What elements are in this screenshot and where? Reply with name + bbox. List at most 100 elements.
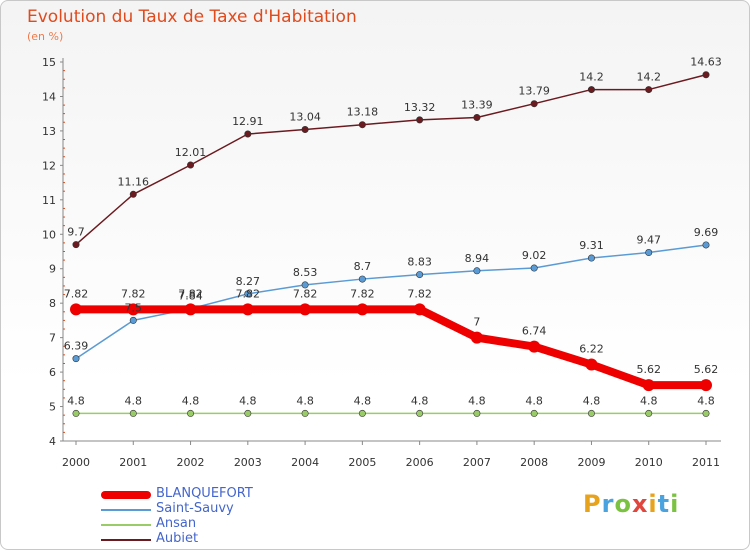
data-point-aubiet <box>358 121 366 129</box>
legend-label-saint-sauvy: Saint-Sauvy <box>156 501 234 516</box>
data-label-ansan: 4.8 <box>354 394 372 407</box>
data-label-saint-sauvy: 9.31 <box>579 239 604 252</box>
data-point-saint-sauvy <box>301 281 309 289</box>
data-point-blanquefort <box>585 358 598 371</box>
data-label-layer: 4.8 4.8 4.8 4.8 4.8 4.8 4.8 4.8 4.8 4.8 4.8 4.8 6.39… <box>64 56 722 408</box>
data-label-aubiet: 13.39 <box>461 98 493 111</box>
y-tick-label: 11 <box>42 194 56 207</box>
x-tick-label: 2011 <box>692 456 720 469</box>
data-label-aubiet: 14.63 <box>690 56 722 69</box>
data-point-ansan <box>244 409 252 417</box>
legend-item-blanquefort: BLANQUEFORT <box>101 486 361 502</box>
y-tick-label: 9 <box>49 263 56 276</box>
data-point-ansan <box>129 409 137 417</box>
data-label-ansan: 4.8 <box>411 394 429 407</box>
data-label-saint-sauvy: 8.7 <box>354 260 372 273</box>
data-point-aubiet <box>129 190 137 198</box>
data-label-blanquefort: 7.82 <box>407 287 432 300</box>
y-tick-label: 13 <box>42 125 56 138</box>
data-label-ansan: 4.8 <box>583 394 601 407</box>
chart-subtitle: (en %) <box>27 30 64 43</box>
data-point-saint-sauvy <box>702 241 710 249</box>
data-point-blanquefort <box>184 303 197 316</box>
legend-item-saint-sauvy: Saint-Sauvy <box>101 501 361 517</box>
data-label-saint-sauvy: 8.83 <box>407 256 432 269</box>
data-label-saint-sauvy: 8.27 <box>236 275 261 288</box>
data-label-saint-sauvy: 8.53 <box>293 266 318 279</box>
data-point-aubiet <box>72 241 80 249</box>
data-point-blanquefort <box>642 379 655 392</box>
data-label-ansan: 4.8 <box>525 394 543 407</box>
x-tick-label: 2002 <box>177 456 205 469</box>
x-tick-label: 2004 <box>291 456 319 469</box>
data-point-blanquefort <box>241 303 254 316</box>
y-tick-label: 7 <box>49 332 56 345</box>
data-point-blanquefort <box>70 303 82 316</box>
data-label-ansan: 4.8 <box>239 394 257 407</box>
data-point-saint-sauvy <box>129 316 137 324</box>
data-point-aubiet <box>702 71 710 79</box>
series-layer <box>70 71 712 417</box>
data-point-saint-sauvy <box>587 254 595 262</box>
legend-label-ansan: Ansan <box>156 516 197 531</box>
data-point-aubiet <box>187 161 195 169</box>
data-point-blanquefort <box>700 379 712 392</box>
data-label-blanquefort: 6.22 <box>579 343 604 356</box>
y-tick-label: 8 <box>49 297 56 310</box>
data-label-saint-sauvy: 6.39 <box>64 340 89 353</box>
data-label-blanquefort: 7.82 <box>178 287 203 300</box>
data-point-aubiet <box>530 100 538 108</box>
x-tick-label: 2008 <box>520 456 548 469</box>
legend-swatch-ansan <box>101 524 151 526</box>
data-point-blanquefort <box>127 303 140 316</box>
data-point-saint-sauvy <box>416 271 424 279</box>
data-label-ansan: 4.8 <box>640 394 658 407</box>
data-label-blanquefort: 7 <box>473 316 480 329</box>
y-tick-label: 14 <box>42 90 56 103</box>
data-point-aubiet <box>473 113 481 121</box>
data-label-blanquefort: 7.82 <box>350 287 375 300</box>
y-tick-label: 6 <box>49 366 56 379</box>
data-label-blanquefort: 5.62 <box>636 363 661 376</box>
axes: 4 5 6 7 8 9 10 11 12 13 14 15 2000 2001 2002 2003 2004 20… <box>42 56 721 469</box>
data-point-ansan <box>187 409 195 417</box>
x-tick-label: 2003 <box>234 456 262 469</box>
data-label-saint-sauvy: 9.69 <box>694 226 719 239</box>
data-label-ansan: 4.8 <box>125 394 143 407</box>
data-point-aubiet <box>244 130 252 138</box>
data-label-ansan: 4.8 <box>296 394 314 407</box>
data-point-ansan <box>301 409 309 417</box>
legend-label-aubiet: Aubiet <box>156 531 199 546</box>
legend-item-ansan: Ansan <box>101 516 361 532</box>
data-label-aubiet: 13.18 <box>347 106 379 119</box>
data-point-ansan <box>473 409 481 417</box>
data-label-saint-sauvy: 9.47 <box>636 234 661 247</box>
data-label-ansan: 4.8 <box>67 394 85 407</box>
data-point-blanquefort <box>470 331 483 344</box>
data-label-aubiet: 11.16 <box>118 175 150 188</box>
data-point-saint-sauvy <box>530 264 538 272</box>
x-tick-label: 2009 <box>577 456 605 469</box>
data-label-aubiet: 13.04 <box>289 111 321 124</box>
x-tick-label: 2001 <box>119 456 147 469</box>
data-label-aubiet: 9.7 <box>67 226 85 239</box>
data-label-blanquefort: 7.82 <box>121 287 146 300</box>
data-point-ansan <box>72 409 80 417</box>
data-point-aubiet <box>301 126 309 134</box>
data-label-aubiet: 13.79 <box>518 85 550 98</box>
data-point-blanquefort <box>299 303 312 316</box>
data-label-blanquefort: 7.82 <box>236 287 261 300</box>
data-point-blanquefort <box>528 340 541 353</box>
data-point-aubiet <box>416 116 424 124</box>
data-label-ansan: 4.8 <box>182 394 200 407</box>
data-label-blanquefort: 7.82 <box>64 287 89 300</box>
data-point-saint-sauvy <box>244 290 252 298</box>
x-tick-label: 2007 <box>463 456 491 469</box>
legend-item-aubiet: Aubiet <box>101 531 361 547</box>
y-tick-label: 12 <box>42 159 56 172</box>
y-tick-label: 15 <box>42 56 56 69</box>
data-point-blanquefort <box>413 303 426 316</box>
data-label-aubiet: 12.01 <box>175 146 207 159</box>
data-label-ansan: 4.8 <box>697 394 715 407</box>
